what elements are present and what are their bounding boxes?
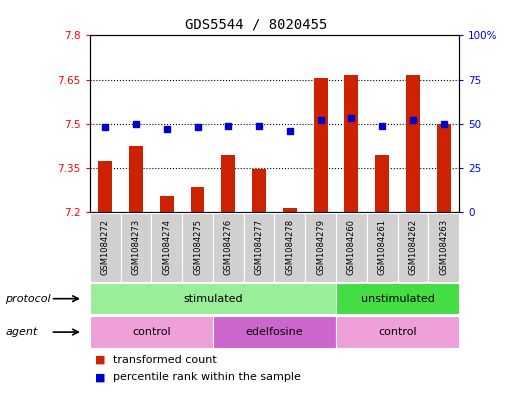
Bar — [437, 124, 450, 212]
Bar — [344, 75, 358, 212]
Text: GSM1084278: GSM1084278 — [285, 219, 294, 275]
Text: GSM1084275: GSM1084275 — [193, 219, 202, 275]
Text: percentile rank within the sample: percentile rank within the sample — [113, 372, 301, 382]
Text: GSM1084279: GSM1084279 — [316, 219, 325, 275]
Text: GDS5544 / 8020455: GDS5544 / 8020455 — [185, 18, 328, 32]
Text: GSM1084273: GSM1084273 — [131, 219, 141, 275]
Bar — [375, 155, 389, 212]
Bar — [98, 161, 112, 212]
Text: stimulated: stimulated — [183, 294, 243, 304]
Bar — [129, 146, 143, 212]
Text: ■: ■ — [95, 354, 105, 365]
Text: GSM1084262: GSM1084262 — [408, 219, 418, 275]
Text: GSM1084260: GSM1084260 — [347, 219, 356, 275]
Text: transformed count: transformed count — [113, 354, 216, 365]
Text: GSM1084274: GSM1084274 — [162, 219, 171, 275]
Bar — [190, 187, 204, 212]
Text: control: control — [132, 327, 171, 337]
Bar — [160, 196, 173, 212]
Bar — [283, 208, 297, 212]
Text: unstimulated: unstimulated — [361, 294, 435, 304]
Text: GSM1084272: GSM1084272 — [101, 219, 110, 275]
Text: protocol: protocol — [5, 294, 51, 304]
Text: agent: agent — [5, 327, 37, 337]
Bar — [406, 75, 420, 212]
Bar — [221, 155, 235, 212]
Text: GSM1084277: GSM1084277 — [254, 219, 264, 275]
Bar — [252, 169, 266, 212]
Text: GSM1084263: GSM1084263 — [439, 219, 448, 275]
Text: GSM1084261: GSM1084261 — [378, 219, 387, 275]
Text: edelfosine: edelfosine — [246, 327, 303, 337]
Text: control: control — [378, 327, 417, 337]
Text: GSM1084276: GSM1084276 — [224, 219, 233, 275]
Text: ■: ■ — [95, 372, 105, 382]
Bar — [313, 78, 327, 212]
